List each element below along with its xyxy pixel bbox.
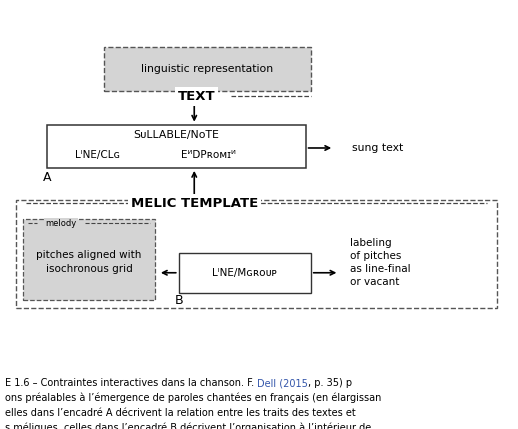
FancyBboxPatch shape	[23, 219, 155, 300]
FancyBboxPatch shape	[47, 124, 306, 168]
Text: EᴻDPʀᴏᴍɪᴻ: EᴻDPʀᴏᴍɪᴻ	[181, 150, 236, 160]
Text: SᴜLLABLE/NᴏTE: SᴜLLABLE/NᴏTE	[133, 130, 219, 140]
Text: LᴵNE/CLɢ: LᴵNE/CLɢ	[75, 150, 120, 160]
Text: LᴵNE/Mɢʀᴏᴜᴘ: LᴵNE/Mɢʀᴏᴜᴘ	[212, 268, 277, 278]
Text: TEXT: TEXT	[178, 90, 215, 103]
Text: B: B	[175, 294, 184, 307]
Text: A: A	[42, 171, 51, 184]
Text: ons préalables à l’émergence de paroles chantées en français (en élargissan: ons préalables à l’émergence de paroles …	[5, 393, 382, 403]
FancyBboxPatch shape	[179, 253, 311, 293]
Text: E 1.6 – Contraintes interactives dans la chanson. F.: E 1.6 – Contraintes interactives dans la…	[5, 378, 257, 388]
Text: linguistic representation: linguistic representation	[141, 64, 274, 74]
Text: pitches aligned with
isochronous grid: pitches aligned with isochronous grid	[36, 251, 142, 275]
FancyBboxPatch shape	[16, 200, 497, 308]
Text: MELIC TEMPLATE: MELIC TEMPLATE	[131, 196, 258, 210]
Text: Dell (2015: Dell (2015	[257, 378, 308, 388]
Text: elles dans l’encadré A décrivent la relation entre les traits des textes et: elles dans l’encadré A décrivent la rela…	[5, 408, 356, 418]
Text: melody: melody	[45, 219, 76, 228]
Text: , p. 35) p: , p. 35) p	[308, 378, 352, 388]
Text: sung text: sung text	[352, 143, 404, 153]
FancyBboxPatch shape	[104, 47, 311, 91]
Text: s méliques, celles dans l’encadré B décrivent l’organisation à l’intérieur de: s méliques, celles dans l’encadré B décr…	[5, 423, 371, 429]
Text: labeling
of pitches
as line-final
or vacant: labeling of pitches as line-final or vac…	[350, 238, 410, 287]
